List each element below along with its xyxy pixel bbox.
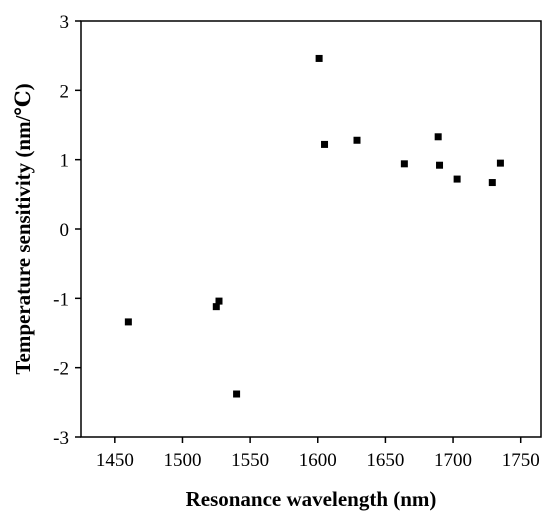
data-point <box>453 175 461 183</box>
y-tick-label: 3 <box>60 12 70 33</box>
y-tick-label: -3 <box>53 428 69 449</box>
x-axis: 1450 1500 1550 1600 1650 1700 1750 <box>96 437 540 471</box>
x-tick-label: 1550 <box>231 450 269 471</box>
data-point <box>212 303 220 311</box>
data-point <box>434 133 442 141</box>
y-axis-label: Temperature sensitivity (nm/℃) <box>11 83 35 374</box>
x-tick-label: 1750 <box>502 450 540 471</box>
x-tick-label: 1600 <box>299 450 337 471</box>
data-point <box>215 297 223 305</box>
y-tick-label: 1 <box>60 151 70 172</box>
y-tick-label: 0 <box>60 220 70 241</box>
y-axis: -3 -2 -1 0 1 2 3 <box>53 12 81 449</box>
plot-frame <box>80 20 542 438</box>
x-tick-label: 1500 <box>163 450 201 471</box>
data-point <box>124 318 132 326</box>
data-point <box>233 390 241 398</box>
data-point <box>488 179 496 187</box>
x-tick-label: 1650 <box>366 450 404 471</box>
data-point <box>353 136 361 144</box>
data-point <box>315 54 323 62</box>
data-point <box>436 161 444 169</box>
y-tick-label: -1 <box>53 289 69 310</box>
data-points <box>124 54 504 398</box>
data-point <box>321 140 329 148</box>
data-point <box>400 160 408 168</box>
x-axis-label: Resonance wavelength (nm) <box>186 487 437 511</box>
data-point <box>496 159 504 167</box>
y-tick-label: -2 <box>53 359 69 380</box>
y-tick-label: 2 <box>60 81 70 102</box>
x-tick-label: 1450 <box>96 450 134 471</box>
x-tick-label: 1700 <box>434 450 472 471</box>
